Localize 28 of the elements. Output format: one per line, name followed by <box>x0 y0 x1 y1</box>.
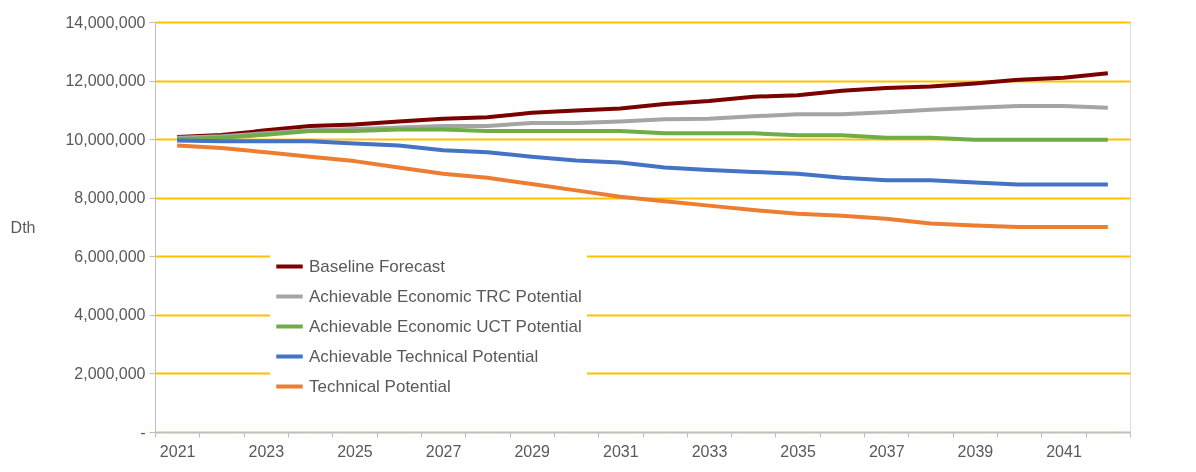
x-tick-label: 2035 <box>780 442 817 460</box>
y-tick-label: 8,000,000 <box>74 189 146 207</box>
y-tick-label: 6,000,000 <box>74 247 146 265</box>
y-tick-label: 14,000,000 <box>65 13 146 31</box>
legend-label: Achievable Technical Potential <box>309 346 539 366</box>
y-tick-label: 2,000,000 <box>74 364 146 382</box>
x-tick-label: 2025 <box>337 442 373 460</box>
legend-label: Achievable Economic UCT Potential <box>309 316 582 336</box>
legend-label: Baseline Forecast <box>309 256 446 276</box>
line-series <box>175 143 1110 229</box>
x-tick-label: 2031 <box>603 442 639 460</box>
x-tick-label: 2033 <box>691 442 728 460</box>
line-series <box>175 138 1110 187</box>
x-tick-label: 2041 <box>1046 442 1082 460</box>
x-tick-label: 2029 <box>514 442 551 460</box>
legend-label: Achievable Economic TRC Potential <box>309 286 582 306</box>
x-tick-label: 2023 <box>248 442 285 460</box>
y-tick-label: 4,000,000 <box>74 306 146 324</box>
y-tick-label: 12,000,000 <box>65 72 146 90</box>
y-tick-label: 10,000,000 <box>65 130 146 148</box>
line-series <box>175 127 1110 142</box>
x-tick-label: 2037 <box>868 442 905 460</box>
x-tick-label: 2021 <box>159 442 196 460</box>
y-tick-label: - <box>140 423 146 441</box>
legend-label: Technical Potential <box>309 376 451 396</box>
y-axis-title: Dth <box>10 218 36 236</box>
x-tick-label: 2039 <box>957 442 994 460</box>
x-tick-label: 2027 <box>425 442 462 460</box>
